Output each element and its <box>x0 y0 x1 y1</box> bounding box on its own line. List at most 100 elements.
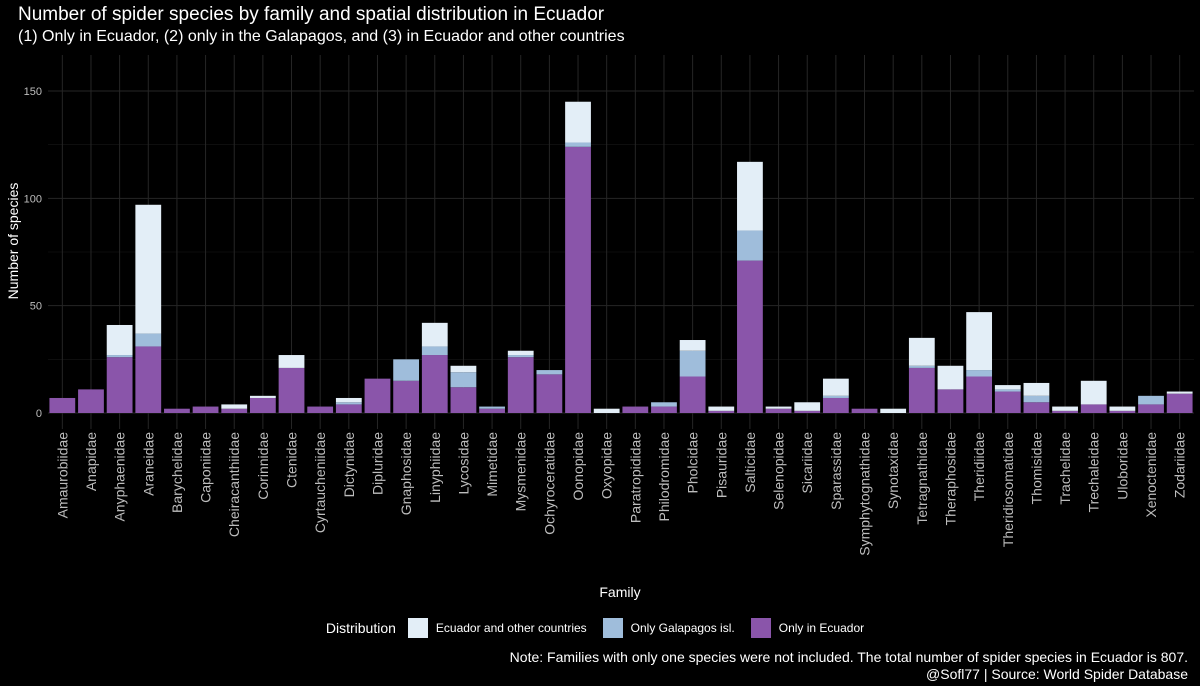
x-tick-label: Gnaphosidae <box>398 432 414 516</box>
bar-dictynidae-series-1 <box>335 402 362 405</box>
y-tick-label: 50 <box>30 301 42 313</box>
bar-lycosidae-series-1 <box>450 372 477 388</box>
bar-anapidae-series-0 <box>78 389 104 413</box>
bar-araneidae-series-0 <box>135 346 162 413</box>
x-tick-label: Philodromidae <box>656 432 672 522</box>
x-tick-label: Cyrtaucheniidae <box>312 432 328 533</box>
bar-mysmenidae-series-1 <box>507 355 534 358</box>
legend-swatch <box>750 618 771 638</box>
x-tick-label: Uloboridae <box>1114 432 1130 500</box>
x-tick-label: Oxyopidae <box>599 432 615 499</box>
bar-trachelidae-series-0 <box>1052 410 1078 413</box>
bar-pisauridae-series-2 <box>708 406 735 411</box>
x-axis-ticks: Amaurobiidae Anapidae Anyphaenidae Araneida… <box>54 432 1187 556</box>
bar-tetragnathidae-series-2 <box>908 337 935 366</box>
x-tick-label: Corinnidae <box>255 432 271 500</box>
bar-xenoctenidae-series-0 <box>1138 404 1164 413</box>
x-tick-label: Dipluridae <box>369 432 385 495</box>
bar-ctenidae-series-0 <box>278 367 305 413</box>
bar-thomisidae-series-0 <box>1023 402 1050 413</box>
x-tick-label: Cheiracanthiidae <box>226 432 242 537</box>
chart-subtitle: (1) Only in Ecuador, (2) only in the Gal… <box>18 28 625 45</box>
bars <box>49 101 1193 413</box>
x-tick-label: Lycosidae <box>455 432 471 495</box>
bar-corinnidae-series-2 <box>249 395 276 398</box>
x-tick-label: Ctenidae <box>284 432 300 488</box>
grid-lines <box>48 55 1194 429</box>
bar-philodromidae-series-1 <box>651 402 677 407</box>
x-tick-label: Paratropididae <box>627 432 643 523</box>
bar-anyphaenidae-series-2 <box>106 324 133 356</box>
x-tick-label: Dictynidae <box>341 432 357 498</box>
y-tick-label: 0 <box>36 408 42 420</box>
bar-salticidae-series-1 <box>737 230 763 261</box>
bar-pholcidae-series-1 <box>679 350 706 377</box>
x-tick-label: Oonopidae <box>570 432 586 501</box>
x-tick-label: Zodariidae <box>1172 432 1188 498</box>
x-tick-label: Araneidae <box>140 432 156 496</box>
x-tick-label: Sparassidae <box>828 432 844 510</box>
bar-uloboridae-series-2 <box>1109 406 1136 411</box>
bar-oxyopidae-series-2 <box>593 408 620 413</box>
bar-ochyroceratidae-series-0 <box>536 374 563 413</box>
x-tick-label: Pholcidae <box>685 432 701 494</box>
x-tick-label: Theridiidae <box>971 432 987 501</box>
bar-gnaphosidae-series-1 <box>393 359 420 381</box>
bar-amaurobiidae-series-0 <box>49 397 76 413</box>
bar-linyphiidae-series-2 <box>421 322 448 347</box>
bar-oonopidae-series-2 <box>565 101 591 143</box>
x-tick-label: Synotaxidae <box>885 432 901 509</box>
bar-philodromidae-series-0 <box>651 406 677 413</box>
bar-dipluridae-series-0 <box>364 378 391 413</box>
bar-mimetidae-series-1 <box>479 406 505 409</box>
x-tick-label: Trachelidae <box>1057 432 1073 505</box>
bar-barychelidae-series-0 <box>164 408 190 413</box>
bar-theridiosomatidae-series-1 <box>994 389 1021 392</box>
bar-selenopidae-series-2 <box>765 406 792 409</box>
x-tick-label: Ochyroceratidae <box>541 432 557 535</box>
legend: Distribution Ecuador and other countries… <box>0 617 1200 639</box>
bar-lycosidae-series-0 <box>450 387 477 413</box>
legend-title: Distribution <box>325 620 396 636</box>
bar-pholcidae-series-2 <box>679 340 706 351</box>
legend-label: Ecuador and other countries <box>435 621 587 635</box>
bar-gnaphosidae-series-0 <box>393 380 420 413</box>
bar-cyrtaucheniidae-series-0 <box>307 406 334 413</box>
bar-sparassidae-series-0 <box>822 397 849 413</box>
caption-source: @Sofl77 | Source: World Spider Database <box>926 666 1188 682</box>
x-tick-label: Thomisidae <box>1028 432 1044 505</box>
bar-trechaleidae-series-0 <box>1080 404 1107 413</box>
x-tick-label: Salticidae <box>742 432 758 493</box>
bar-anyphaenidae-series-1 <box>106 355 133 358</box>
bar-selenopidae-series-0 <box>765 408 792 413</box>
bar-pholcidae-series-0 <box>679 376 706 413</box>
bar-theraphosidae-series-0 <box>937 389 964 413</box>
bar-theridiidae-series-1 <box>966 370 993 377</box>
bar-cheiracanthiidae-series-2 <box>221 404 248 409</box>
bar-linyphiidae-series-0 <box>421 355 448 413</box>
bar-theridiosomatidae-series-0 <box>994 391 1021 413</box>
bar-dictynidae-series-2 <box>335 397 362 403</box>
bar-corinnidae-series-0 <box>249 397 276 413</box>
bar-sparassidae-series-2 <box>822 378 849 396</box>
legend-label: Only Galapagos isl. <box>630 621 735 635</box>
x-tick-label: Anapidae <box>83 432 99 491</box>
legend-label: Only in Ecuador <box>778 621 865 635</box>
bar-anyphaenidae-series-0 <box>106 357 133 413</box>
bar-thomisidae-series-1 <box>1023 395 1050 403</box>
bar-zodariidae-series-0 <box>1166 393 1193 413</box>
legend-swatch <box>407 618 428 638</box>
bar-oonopidae-series-0 <box>565 146 591 413</box>
x-tick-label: Selenopidae <box>771 432 787 510</box>
bar-pisauridae-series-0 <box>708 410 735 413</box>
y-axis-ticks: 0 50 100 150 <box>24 86 42 420</box>
x-tick-label: Caponiidae <box>198 432 214 503</box>
bar-xenoctenidae-series-1 <box>1138 395 1164 405</box>
x-tick-label: Anyphaenidae <box>112 432 128 522</box>
bar-araneidae-series-1 <box>135 333 162 347</box>
bar-salticidae-series-0 <box>737 260 763 413</box>
bar-theraphosidae-series-2 <box>937 365 964 390</box>
x-tick-label: Tetragnathidae <box>914 432 930 525</box>
bar-sparassidae-series-1 <box>822 395 849 398</box>
